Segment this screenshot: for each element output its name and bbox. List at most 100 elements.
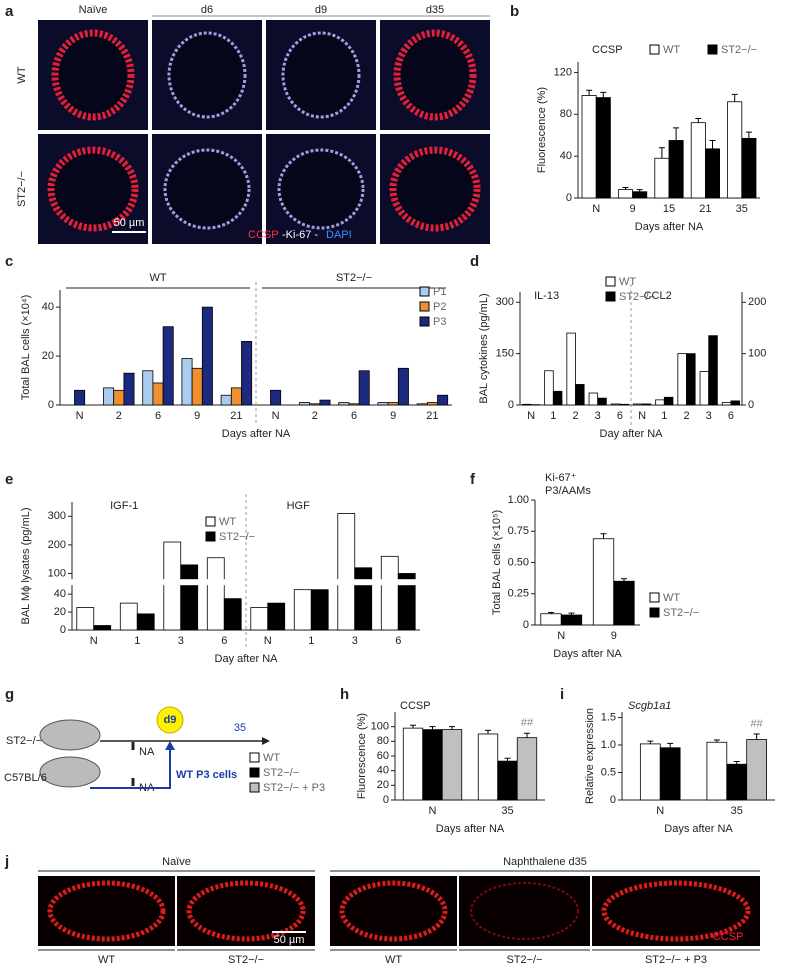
bar: [319, 399, 331, 406]
panel-letter: c: [5, 253, 13, 270]
bar: [103, 387, 115, 406]
airway: [167, 31, 247, 119]
y-tick-label: 200: [748, 296, 766, 308]
x-tick-label: 3: [178, 635, 184, 647]
bar: [380, 555, 399, 631]
x-tick-label: 9: [611, 630, 617, 642]
bar: [746, 739, 767, 801]
panel-letter: j: [4, 853, 9, 870]
y-tick-label: 0.25: [508, 588, 529, 600]
transfer-label: WT P3 cells: [176, 769, 237, 781]
strain: C57BL/6: [4, 772, 47, 784]
bar: [668, 140, 684, 199]
bar: [522, 403, 532, 406]
y-tick-label: 100: [48, 567, 66, 579]
bar: [699, 371, 710, 406]
x-tick-label: 3: [595, 410, 601, 422]
bar: [74, 389, 86, 406]
group-label: WT: [149, 272, 166, 284]
bar: [426, 402, 438, 406]
y-tick-label: 20: [42, 350, 54, 362]
legend-swatch: [205, 516, 216, 527]
x-tick-label: 3: [706, 410, 712, 422]
bar: [180, 564, 199, 631]
panel-letter: d: [470, 253, 479, 270]
error-bar: [667, 742, 674, 748]
stain-label: CCSP: [713, 931, 744, 943]
legend-swatch: [707, 44, 718, 55]
y-tick-label: 0: [383, 794, 389, 806]
x-tick-label: N: [656, 805, 664, 817]
micrograph: [38, 876, 175, 946]
bar: [162, 326, 174, 406]
legend-label: P1: [433, 286, 446, 298]
legend-label: ST2−/−: [219, 531, 255, 543]
y-tick-label: 200: [48, 539, 66, 551]
x-tick-label: 1: [550, 410, 556, 422]
day-circle: [156, 706, 184, 734]
x-tick-label: 2: [683, 410, 689, 422]
x-tick-label: N: [90, 635, 98, 647]
y-tick-label: 0: [523, 619, 529, 631]
error-bar: [753, 733, 760, 740]
end-day: 35: [234, 722, 246, 734]
y-axis-label: Fluorescence (%): [536, 87, 548, 173]
bar: [477, 733, 499, 801]
bar: [581, 95, 597, 199]
error-bar: [504, 757, 511, 762]
bar: [726, 763, 748, 801]
legend-swatch: [249, 782, 260, 793]
x-tick-label: 6: [155, 410, 161, 422]
x-tick-label: 35: [501, 805, 513, 817]
legend-swatch: [419, 316, 430, 327]
y-tick-label: 0.50: [508, 556, 529, 568]
legend-swatch: [419, 301, 430, 312]
legend-label: ST2−/−: [721, 44, 757, 56]
bar: [560, 614, 583, 626]
legend-label: ST2−/− + P3: [263, 782, 325, 794]
y-tick-label: 100: [371, 721, 389, 733]
legend-swatch: [249, 767, 260, 778]
subtitle: HGF: [287, 500, 311, 512]
panel-letter: e: [5, 471, 13, 488]
x-tick-label: 6: [617, 410, 623, 422]
annotation: ##: [521, 717, 534, 729]
bar: [641, 403, 652, 406]
stain-label: DAPI: [326, 229, 352, 241]
bar: [402, 727, 424, 801]
x-tick-label: 1: [661, 410, 667, 422]
bar: [201, 306, 213, 406]
x-tick-label: N: [557, 630, 565, 642]
x-tick-label: 9: [390, 410, 396, 422]
legend-label: P2: [433, 301, 446, 313]
x-axis-label: Day after NA: [600, 428, 664, 440]
bar: [220, 394, 232, 406]
bar: [293, 589, 312, 631]
column-label: Naïve: [79, 4, 108, 16]
legend-label: WT: [663, 44, 680, 56]
image-label: WT: [98, 954, 115, 966]
airway: [339, 880, 448, 942]
airway: [470, 882, 579, 940]
panel-letter: g: [5, 686, 14, 703]
bar: [337, 513, 356, 631]
bar: [437, 394, 449, 406]
bar: [136, 613, 155, 631]
bar: [267, 602, 286, 631]
legend-swatch: [249, 752, 260, 763]
error-bar: [745, 131, 752, 139]
error-bar: [429, 726, 436, 730]
airway: [277, 148, 365, 230]
bar: [659, 747, 681, 801]
panel-letter: b: [510, 3, 519, 20]
bar: [592, 538, 615, 626]
y-tick-label: 40: [42, 301, 54, 313]
x-tick-label: 15: [663, 203, 675, 215]
bar: [113, 389, 125, 406]
panel-letter: a: [5, 3, 14, 20]
bar: [152, 382, 164, 406]
bar: [299, 402, 311, 406]
bar: [416, 403, 428, 406]
row-label: WT: [16, 66, 28, 83]
